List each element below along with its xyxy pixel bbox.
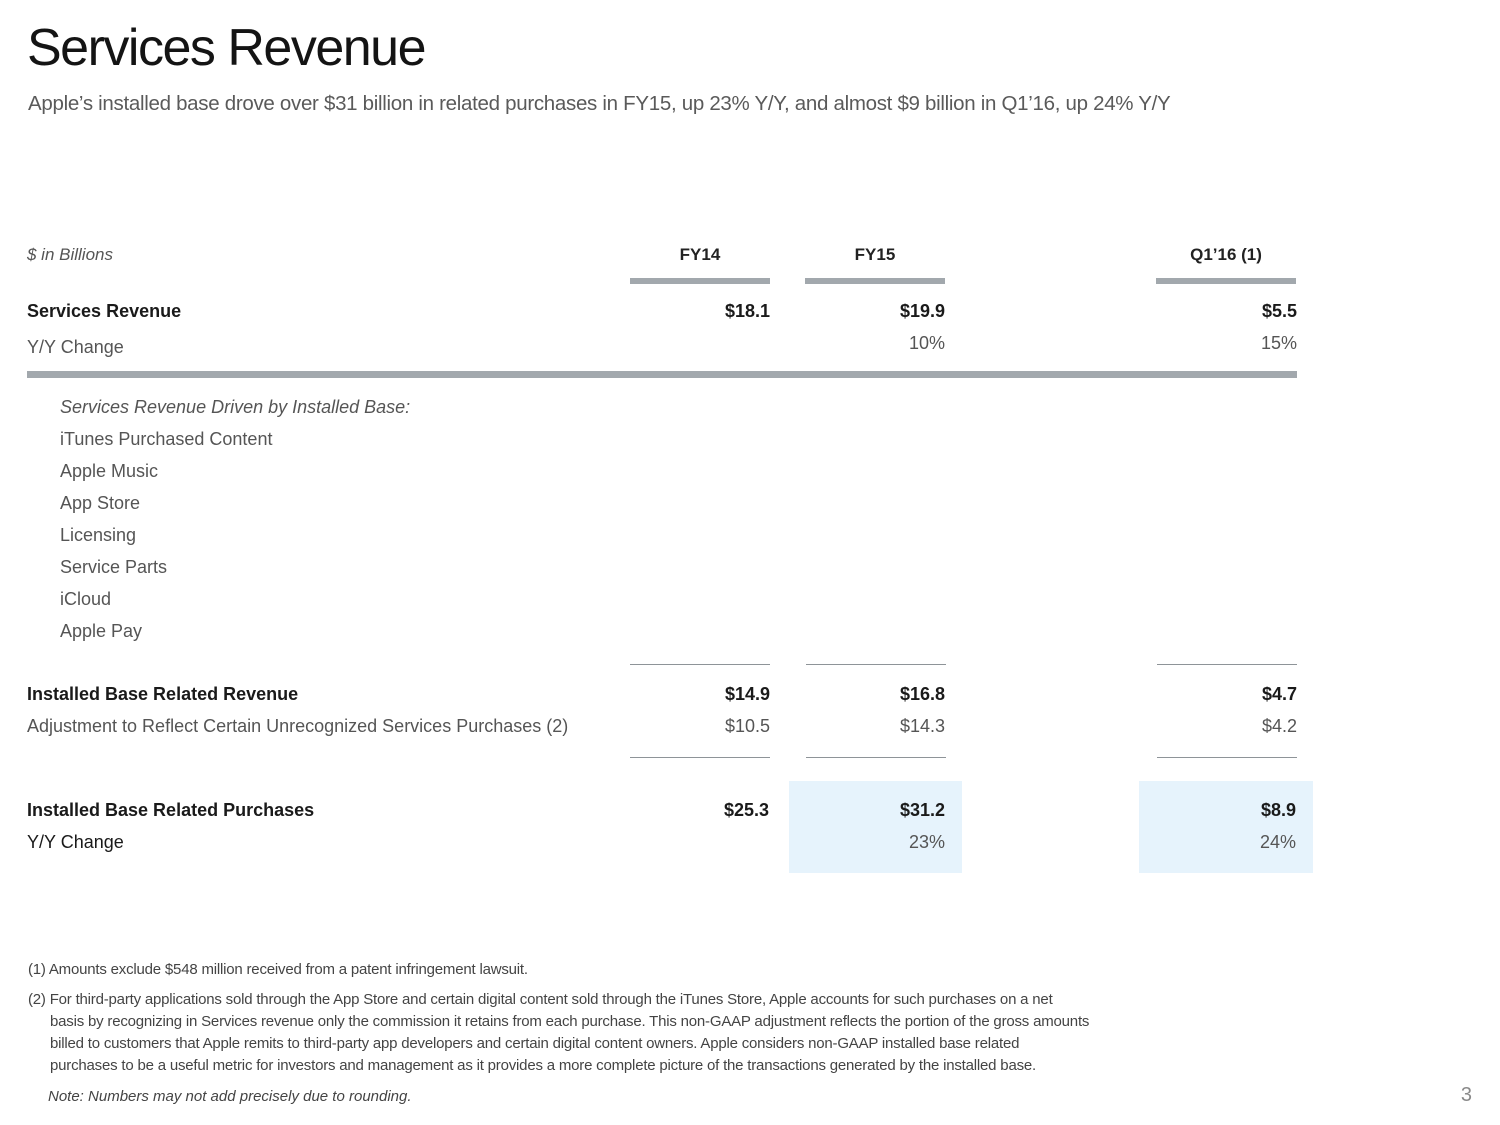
column-header-rule-fy15 <box>805 278 945 284</box>
list-item: Apple Pay <box>60 621 143 641</box>
highlight-q116-purchases <box>1139 781 1313 873</box>
list-item: App Store <box>60 493 141 513</box>
driven-by-heading: Services Revenue Driven by Installed Bas… <box>60 397 411 417</box>
cell-installed-base-revenue-fy14: $14.9 <box>724 684 770 704</box>
rule-q116-bottom <box>1157 757 1297 758</box>
rule-fy14-bottom <box>630 757 770 758</box>
row-label-adjustment: Adjustment to Reflect Certain Unrecogniz… <box>27 716 569 736</box>
cell-installed-base-purchases-q116: $8.9 <box>1260 800 1296 820</box>
column-header-q116: Q1’16 (1) <box>1190 245 1262 264</box>
page-subtitle: Apple’s installed base drove over $31 bi… <box>28 92 1171 115</box>
cell-services-yy-fy15: 10% <box>908 333 945 353</box>
cell-installed-base-revenue-fy15: $16.8 <box>899 684 945 704</box>
row-label-services-yy: Y/Y Change <box>27 337 124 357</box>
row-label-services-revenue: Services Revenue <box>27 301 182 321</box>
cell-services-yy-q116: 15% <box>1260 333 1297 353</box>
column-header-fy14: FY14 <box>679 245 721 264</box>
list-item: iCloud <box>60 589 112 609</box>
units-label: $ in Billions <box>27 245 113 264</box>
rule-q116-top <box>1157 664 1297 665</box>
footnote-2-line: purchases to be a useful metric for inve… <box>50 1057 1036 1074</box>
cell-purchases-yy-fy15: 23% <box>908 832 945 852</box>
cell-adjustment-q116: $4.2 <box>1261 716 1297 736</box>
rule-fy15-bottom <box>806 757 946 758</box>
cell-services-revenue-fy14: $18.1 <box>724 301 770 321</box>
highlight-fy15-purchases <box>789 781 962 873</box>
list-item: Apple Music <box>60 461 159 481</box>
cell-adjustment-fy15: $14.3 <box>899 716 945 736</box>
section-divider <box>27 371 1297 378</box>
rule-fy15-top <box>806 664 946 665</box>
page-number: 3 <box>1460 1084 1472 1106</box>
rule-fy14-top <box>630 664 770 665</box>
column-header-rule-fy14 <box>630 278 770 284</box>
row-label-installed-base-purchases: Installed Base Related Purchases <box>27 800 315 820</box>
cell-adjustment-fy14: $10.5 <box>724 716 770 736</box>
row-label-purchases-yy: Y/Y Change <box>27 832 124 852</box>
cell-purchases-yy-q116: 24% <box>1259 832 1296 852</box>
cell-services-revenue-q116: $5.5 <box>1261 301 1297 321</box>
footnote-2-line: billed to customers that Apple remits to… <box>50 1035 1020 1052</box>
footnote-1: (1) Amounts exclude $548 million receive… <box>28 961 528 978</box>
page-title: Services Revenue <box>27 19 427 77</box>
cell-installed-base-revenue-q116: $4.7 <box>1261 684 1297 704</box>
list-item: Licensing <box>60 525 137 545</box>
column-header-fy15: FY15 <box>854 245 896 264</box>
row-label-installed-base-revenue: Installed Base Related Revenue <box>27 684 299 704</box>
cell-installed-base-purchases-fy14: $25.3 <box>723 800 769 820</box>
footnote-2-line: basis by recognizing in Services revenue… <box>50 1013 1090 1030</box>
cell-installed-base-purchases-fy15: $31.2 <box>899 800 945 820</box>
list-item: Service Parts <box>60 557 168 577</box>
footnote-2-line: (2) For third-party applications sold th… <box>28 991 1053 1008</box>
rounding-note: Note: Numbers may not add precisely due … <box>48 1088 412 1105</box>
list-item: iTunes Purchased Content <box>60 429 273 449</box>
column-header-rule-q116 <box>1156 278 1296 284</box>
cell-services-revenue-fy15: $19.9 <box>899 301 945 321</box>
